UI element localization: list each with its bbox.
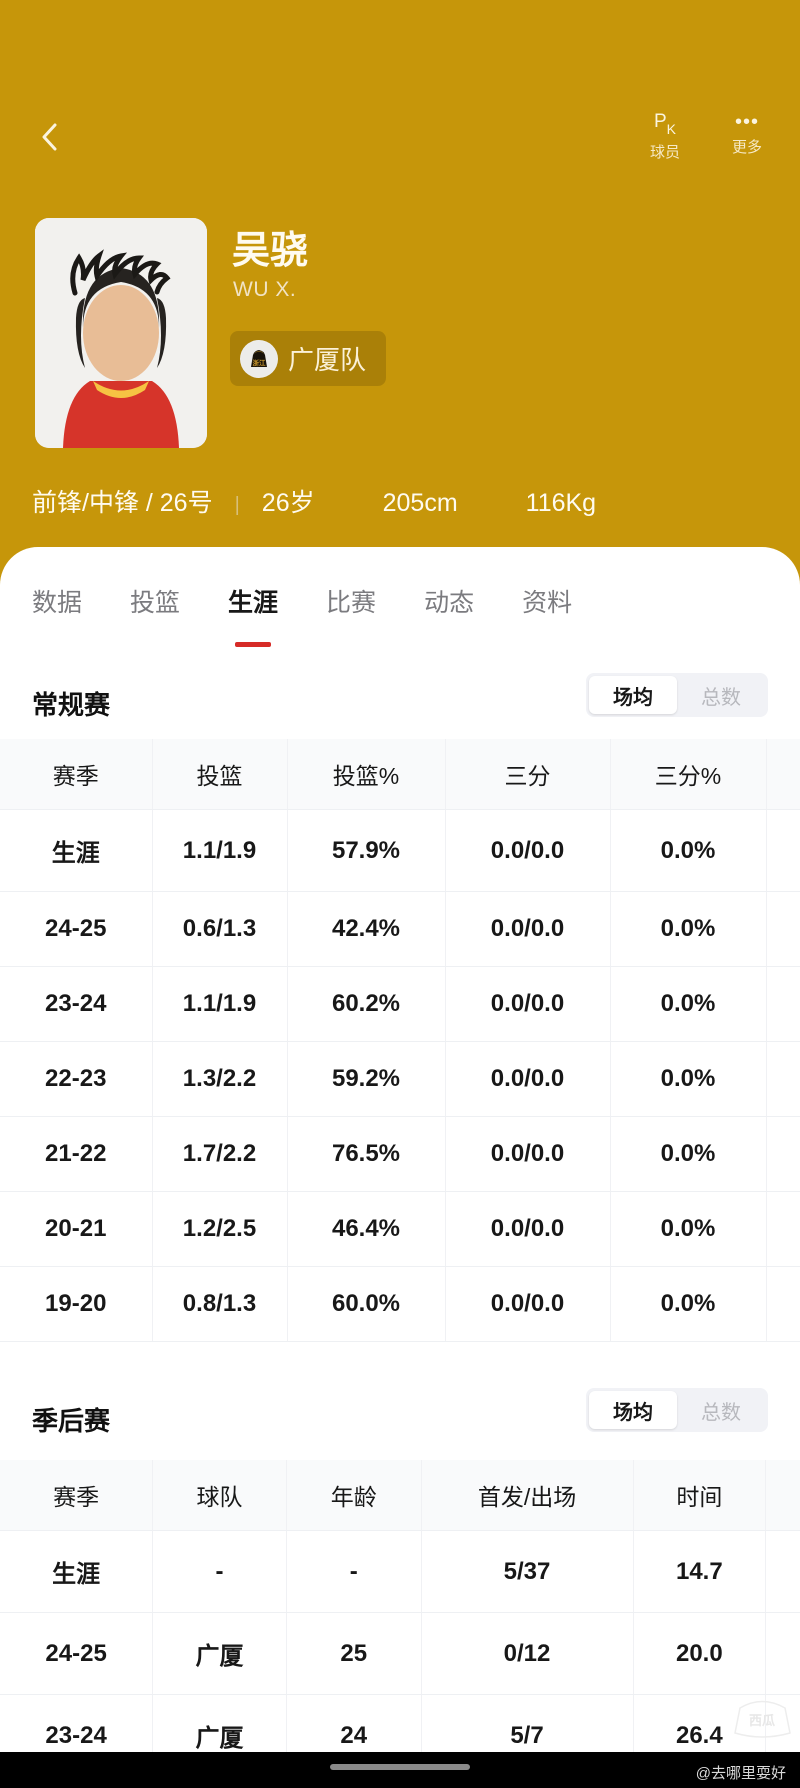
svg-text:西瓜: 西瓜: [749, 1713, 775, 1728]
svg-text:浙江: 浙江: [253, 358, 267, 367]
